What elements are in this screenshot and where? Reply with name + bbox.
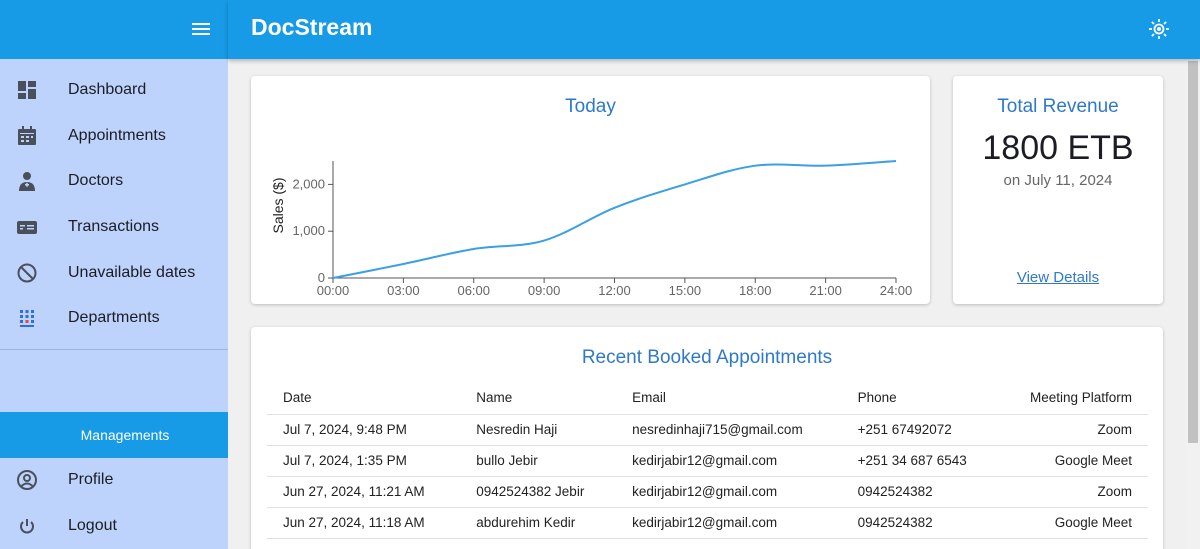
cell-name: Nesredin Haji (460, 414, 617, 446)
cell-phone: +251 67492072 (841, 414, 999, 446)
x-tick-label: 03:00 (387, 283, 420, 298)
sidebar-item-label: Logout (68, 517, 117, 534)
cell-phone: 0942524382 (841, 507, 999, 539)
hamburger-menu-icon[interactable] (188, 18, 214, 40)
appointments-title: Recent Booked Appointments (581, 347, 833, 368)
cell-phone: 0942524382 (841, 476, 999, 508)
sidebar-item-unavailable-dates[interactable]: Unavailable dates (0, 250, 228, 296)
view-details-link[interactable]: View Details (1016, 269, 1100, 286)
column-header-phone[interactable]: Phone (841, 382, 999, 415)
x-tick-label: 06:00 (457, 283, 490, 298)
sidebar-item-logout[interactable]: Logout (0, 503, 228, 549)
sidebar-item-label: Doctors (68, 172, 124, 189)
cell-name: bullo Jebir (460, 445, 617, 477)
sidebar-item-label: Profile (68, 471, 114, 488)
app-title: DocStream (251, 14, 373, 40)
card-icon (16, 216, 38, 238)
appointments-table: Date Name Email Phone Meeting Platform J… (267, 382, 1148, 539)
sidebar-item-transactions[interactable]: Transactions (0, 204, 228, 250)
sidebar-item-profile[interactable]: Profile (0, 457, 228, 503)
managements-button[interactable]: Managements (0, 412, 228, 458)
sidebar-item-departments[interactable]: Departments (0, 295, 228, 341)
y-tick-label: 1,000 (292, 223, 325, 238)
cell-date: Jun 27, 2024, 11:21 AM (267, 476, 461, 508)
sidebar-header (0, 0, 228, 59)
sales-line-chart: 00:00 03:00 06:00 09:00 12:00 15:00 18:00 21:00… (270, 160, 913, 298)
sidebar-item-label: Dashboard (68, 81, 147, 98)
cell-email: nesredinhaji715@gmail.com (616, 414, 842, 446)
brightness-icon[interactable] (1146, 16, 1172, 42)
table-row[interactable]: Jul 7, 2024, 1:35 PM bullo Jebir kedirja… (267, 445, 1148, 477)
x-tick-label: 12:00 (598, 283, 631, 298)
x-tick-label: 09:00 (528, 283, 561, 298)
cell-name: abdurehim Kedir (460, 507, 617, 539)
sidebar-divider (0, 349, 228, 350)
sidebar-item-label: Departments (68, 309, 160, 326)
x-tick-label: 24:00 (880, 283, 913, 298)
power-icon (16, 515, 38, 537)
y-tick-label: 2,000 (292, 176, 325, 191)
table-row[interactable]: Jul 7, 2024, 9:48 PM Nesredin Haji nesre… (267, 414, 1148, 446)
cell-date: Jun 27, 2024, 11:18 AM (267, 507, 461, 539)
sidebar: Dashboard Appointments Doctors Transacti… (0, 0, 228, 549)
column-header-email[interactable]: Email (616, 382, 842, 415)
revenue-amount: 1800 ETB (982, 129, 1134, 167)
block-icon (16, 262, 38, 284)
chart-title: Today (565, 96, 616, 117)
sidebar-item-label: Unavailable dates (68, 264, 196, 281)
cell-platform: Google Meet (998, 445, 1148, 477)
column-header-date[interactable]: Date (267, 382, 461, 415)
x-tick-label: 00:00 (317, 283, 350, 298)
cell-platform: Google Meet (998, 507, 1148, 539)
cell-platform: Zoom (998, 414, 1148, 446)
cell-email: kedirjabir12@gmail.com (616, 445, 842, 477)
main-content: Today 00:00 03:00 06:00 09:00 12:00 15:00 18:0… (228, 59, 1186, 549)
cell-date: Jul 7, 2024, 9:48 PM (267, 414, 461, 446)
column-header-name[interactable]: Name (460, 382, 617, 415)
x-tick-label: 15:00 (669, 283, 702, 298)
dashboard-icon (16, 79, 38, 101)
total-revenue-card: Total Revenue 1800 ETB on July 11, 2024 … (953, 76, 1163, 304)
column-header-platform[interactable]: Meeting Platform (998, 382, 1148, 415)
cell-email: kedirjabir12@gmail.com (616, 507, 842, 539)
x-tick-label: 21:00 (809, 283, 842, 298)
cell-name: 0942524382 Jebir (460, 476, 617, 508)
revenue-date: on July 11, 2024 (1003, 172, 1113, 189)
vertical-scrollbar[interactable] (1186, 59, 1200, 549)
doctor-icon (16, 170, 38, 192)
sales-series-line (332, 160, 897, 279)
departments-icon (16, 307, 38, 329)
sales-chart-card: Today 00:00 03:00 06:00 09:00 12:00 15:00 18:0… (251, 76, 930, 304)
cell-phone: +251 34 687 6543 (841, 445, 999, 477)
recent-appointments-card: Recent Booked Appointments Date Name Ema… (251, 327, 1163, 549)
sidebar-item-appointments[interactable]: Appointments (0, 113, 228, 159)
cell-email: kedirjabir12@gmail.com (616, 476, 842, 508)
sidebar-item-label: Appointments (68, 127, 166, 144)
cell-platform: Zoom (998, 476, 1148, 508)
revenue-title: Total Revenue (997, 96, 1119, 117)
y-tick-label: 0 (318, 270, 325, 285)
top-app-bar: DocStream (228, 0, 1200, 59)
sidebar-item-dashboard[interactable]: Dashboard (0, 67, 228, 113)
y-axis-label: Sales ($) (270, 177, 286, 233)
table-row[interactable]: Jun 27, 2024, 11:21 AM 0942524382 Jebir … (267, 476, 1148, 508)
sidebar-item-label: Transactions (68, 218, 159, 235)
cell-date: Jul 7, 2024, 1:35 PM (267, 445, 461, 477)
scrollbar-thumb[interactable] (1188, 61, 1198, 443)
table-row[interactable]: Jun 27, 2024, 11:18 AM abdurehim Kedir k… (267, 507, 1148, 539)
table-header-row: Date Name Email Phone Meeting Platform (267, 382, 1148, 415)
calendar-icon (16, 125, 38, 147)
sidebar-item-doctors[interactable]: Doctors (0, 158, 228, 204)
profile-icon (16, 469, 38, 491)
x-tick-label: 18:00 (739, 283, 772, 298)
